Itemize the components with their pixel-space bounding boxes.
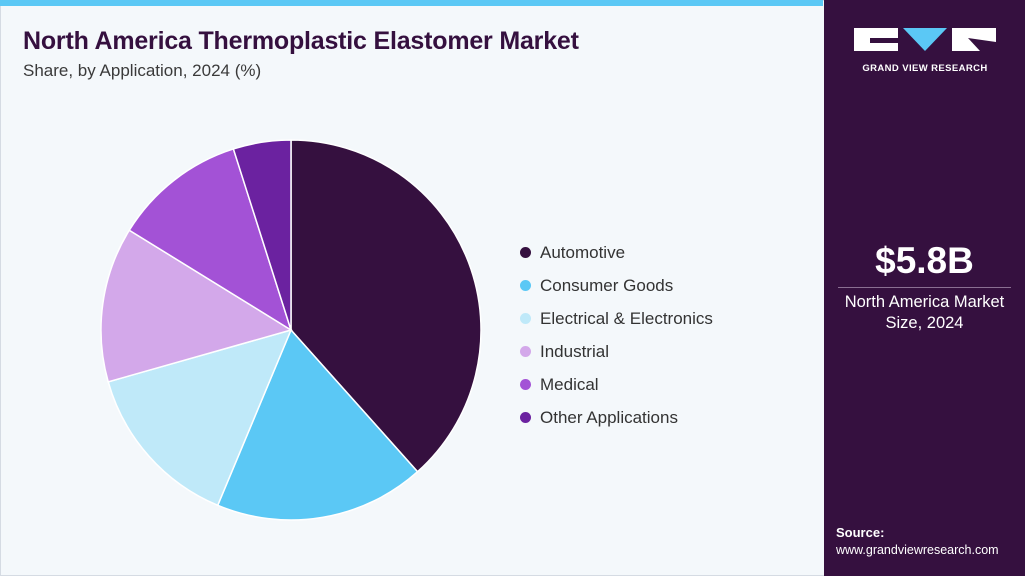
market-size-label-line1: North America Market [844,293,1005,311]
summary-panel: GRAND VIEW RESEARCH $5.8B North America … [824,0,1025,576]
gvr-logo-icon [854,28,996,51]
legend-swatch [520,412,531,423]
pie-chart [100,139,482,521]
legend-label: Industrial [540,341,609,361]
legend-item-medical: Medical [520,368,713,401]
legend-swatch [520,379,531,390]
market-size-label-line2: Size, 2024 [885,314,964,332]
market-size-value: $5.8B [875,240,974,281]
gvr-logo: GRAND VIEW RESEARCH [852,26,998,76]
legend-item-automotive: Automotive [520,236,713,269]
legend-swatch [520,247,531,258]
legend-item-electrical-and-electronics: Electrical & Electronics [520,302,713,335]
source-title: Source: [836,525,885,540]
divider [838,287,1011,288]
legend-item-industrial: Industrial [520,335,713,368]
chart-title: North America Thermoplastic Elastomer Ma… [23,27,579,55]
pie-slice-other-applications [232,139,292,331]
legend-label: Automotive [540,242,626,262]
pie-slice-electrical-and-electronics [107,328,293,507]
accent-bar [0,0,823,6]
pie-slice-medical [128,147,293,332]
legend-swatch [520,346,531,357]
chart-legend: Automotive Consumer Goods Electrical & Ele… [520,236,713,434]
legend-swatch [520,313,531,324]
legend-label: Consumer Goods [540,275,674,295]
source-link[interactable]: www.grandviewresearch.com [836,543,999,557]
pie-slice-automotive [290,139,482,473]
legend-label: Medical [540,374,599,394]
pie-slice-industrial [100,229,293,383]
chart-subtitle: Share, by Application, 2024 (%) [23,61,262,80]
legend-item-consumer-goods: Consumer Goods [520,269,713,302]
market-size-label: North America Market Size, 2024 [824,292,1025,334]
brand-name: GRAND VIEW RESEARCH [862,63,988,74]
pie-slice-consumer-goods [216,328,419,521]
legend-item-other-applications: Other Applications [520,401,713,434]
legend-swatch [520,280,531,291]
legend-label: Other Applications [540,407,678,427]
legend-label: Electrical & Electronics [540,308,713,328]
